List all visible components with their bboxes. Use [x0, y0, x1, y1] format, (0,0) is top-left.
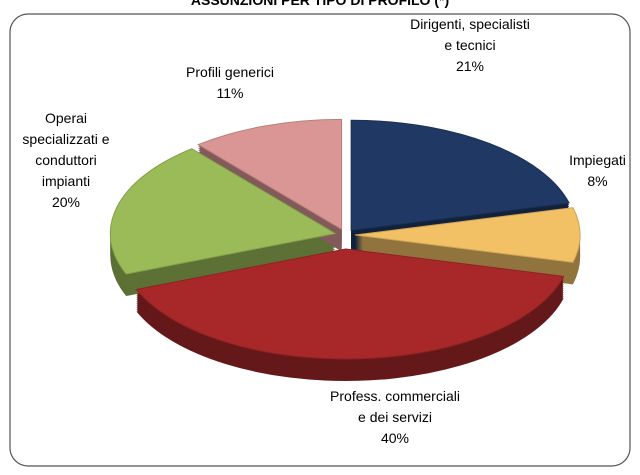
label-name: Profess. commerciali e dei servizi — [330, 388, 460, 425]
label-value: 21% — [455, 58, 485, 74]
slice — [109, 148, 337, 275]
slice — [354, 207, 581, 263]
frame — [9, 13, 631, 467]
label-name: Dirigenti, specialisti e tecnici — [410, 16, 530, 53]
label-value: 40% — [380, 430, 410, 446]
label-name: Operai specializzati e conduttori impian… — [22, 110, 110, 189]
slice-label: Impiegati 8% — [560, 150, 635, 192]
chart-title: ASSUNZIONI PER TIPO DI PROFILO (*) — [190, 0, 450, 8]
slice-label: Dirigenti, specialisti e tecnici 21% — [405, 14, 535, 77]
label-value: 11% — [216, 85, 244, 101]
label-value: 8% — [587, 173, 608, 189]
slice — [350, 119, 570, 231]
label-name: Impiegati — [569, 152, 626, 168]
slice-label: Profili generici 11% — [170, 62, 290, 104]
label-name: Profili generici — [186, 64, 274, 80]
slice — [197, 118, 343, 231]
label-value: 20% — [51, 194, 81, 210]
slice-label: Profess. commerciali e dei servizi 40% — [330, 386, 460, 449]
slice-label: Operai specializzati e conduttori impian… — [10, 108, 122, 213]
slice — [135, 248, 565, 360]
